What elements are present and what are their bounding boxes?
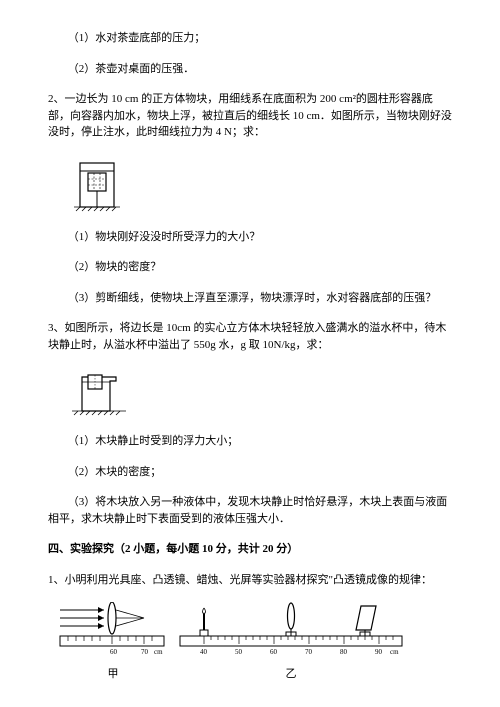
q3-figure — [70, 367, 452, 419]
q1-sub2: （2）茶壶对桌面的压强． — [48, 61, 452, 78]
q2-figure — [70, 155, 452, 215]
yi-tick-40: 40 — [200, 648, 208, 656]
yi-tick-70: 70 — [305, 648, 313, 656]
container-block-icon — [70, 155, 126, 215]
q3-sub2: （2）木块的密度； — [48, 464, 452, 481]
section4-q1: 1、小明利用光具座、凸透镜、蜡烛、光屏等实验器材探究"凸透镜成像的规律： — [48, 572, 452, 589]
yi-tick-90: 90 — [375, 648, 383, 656]
section4-title: 四、实验探究（2 小题，每小题 10 分，共计 20 分） — [48, 541, 452, 558]
q2-stem: 2、一边长为 10 cm 的正方体物块，用细线系在底面积为 200 cm²的圆柱… — [48, 91, 452, 141]
yi-tick-50: 50 — [235, 648, 243, 656]
overflow-cup-icon — [70, 367, 130, 419]
jia-label: 甲 — [58, 666, 168, 683]
q3-sub1: （1）木块静止时受到的浮力大小； — [48, 433, 452, 450]
optical-bench-figures: 60 70 cm 甲 — [48, 602, 452, 683]
q1-sub1: （1）水对茶壶底部的压力； — [48, 30, 452, 47]
yi-figure-icon: 40 50 60 70 80 90 cm — [176, 602, 406, 666]
yi-label: 乙 — [176, 666, 406, 683]
jia-tick-cm: cm — [154, 648, 163, 656]
yi-tick-cm: cm — [390, 648, 399, 656]
q2-sub1: （1）物块刚好没没时所受浮力的大小？ — [48, 229, 452, 246]
jia-tick-60: 60 — [110, 648, 118, 656]
q3-sub3: （3）将木块放入另一种液体中，发现木块静止时恰好悬浮，木块上表面与液面相平，求木… — [48, 494, 452, 527]
q3-stem: 3、如图所示，将边长是 10cm 的实心立方体木块轻轻放入盛满水的溢水杯中，待木… — [48, 320, 452, 353]
yi-tick-60: 60 — [270, 648, 278, 656]
yi-tick-80: 80 — [340, 648, 348, 656]
jia-tick-70: 70 — [141, 648, 149, 656]
q2-sub2: （2）物块的密度？ — [48, 259, 452, 276]
jia-figure-icon: 60 70 cm — [58, 602, 168, 666]
q2-sub3: （3）剪断细线，使物块上浮直至漂浮，物块漂浮时，水对容器底部的压强？ — [48, 290, 452, 307]
